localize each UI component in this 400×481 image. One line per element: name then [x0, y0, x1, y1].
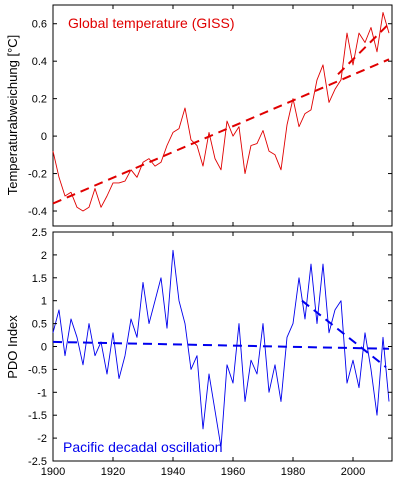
temperature-y-tick-label: 0.6	[32, 19, 47, 31]
pdo-y-tick-label: 2.5	[32, 227, 47, 239]
temperature-axes: -0.4 -0.2 0 0.2 0.4 0.6	[28, 5, 392, 226]
pdo-y-tick-label: -1	[37, 387, 47, 399]
pdo-y-tick-label: -2	[37, 433, 47, 445]
pdo-x-tick-label: 1920	[101, 466, 125, 478]
temperature-y-tick-label: -0.4	[28, 206, 47, 218]
pdo-y-tick-label: -0.5	[28, 364, 47, 376]
temperature-y-tick-label: 0.4	[32, 56, 47, 68]
temperature-panel: -0.4 -0.2 0 0.2 0.4 0.6 Global temperature (G…	[5, 4, 393, 227]
pdo-panel: -2.5 -2 -1.5 -1 -0.5 0 0.5 1 1.5 2 2.5 1900 1920 1940…	[5, 227, 393, 478]
temperature-trend-line-2	[337, 22, 390, 76]
pdo-y-tick-label: -2.5	[28, 456, 47, 468]
pdo-trend-line-1	[52, 340, 390, 350]
pdo-y-tick-label: -1.5	[28, 410, 47, 422]
temperature-trend-line-1	[52, 58, 390, 205]
pdo-x-tick-label: 2000	[341, 466, 365, 478]
pdo-x-tick-label: 1940	[161, 466, 185, 478]
pdo-axes: -2.5 -2 -1.5 -1 -0.5 0 0.5 1 1.5 2 2.5 1900 1920 1940…	[28, 227, 392, 478]
temperature-y-tick-label: -0.2	[28, 169, 47, 181]
pdo-trend-line-2	[301, 299, 387, 368]
pdo-y-tick-label: 0.5	[32, 319, 47, 331]
pdo-marks	[52, 249, 390, 448]
pdo-y-tick-label: 2	[41, 250, 47, 262]
temperature-y-tick-label: 0.2	[32, 94, 47, 106]
pdo-series-line	[52, 249, 390, 448]
temperature-series-line	[52, 12, 390, 212]
pdo-y-tick-label: 1.5	[32, 273, 47, 285]
temperature-title: Global temperature (GISS)	[68, 15, 235, 31]
temperature-y-axis-label: Temperaturabweichung [°C]	[5, 35, 20, 196]
pdo-x-tick-label: 1900	[41, 466, 65, 478]
temperature-plot-frame	[52, 4, 393, 227]
temperature-marks	[52, 12, 390, 212]
pdo-y-tick-label: 0	[41, 342, 47, 354]
pdo-title: Pacific decadal oscillation	[63, 439, 223, 455]
temperature-y-tick-label: 0	[41, 131, 47, 143]
pdo-x-tick-label: 1980	[281, 466, 305, 478]
pdo-y-tick-label: 1	[41, 296, 47, 308]
pdo-y-axis-label: PDO Index	[5, 315, 20, 379]
pdo-x-tick-label: 1960	[221, 466, 245, 478]
